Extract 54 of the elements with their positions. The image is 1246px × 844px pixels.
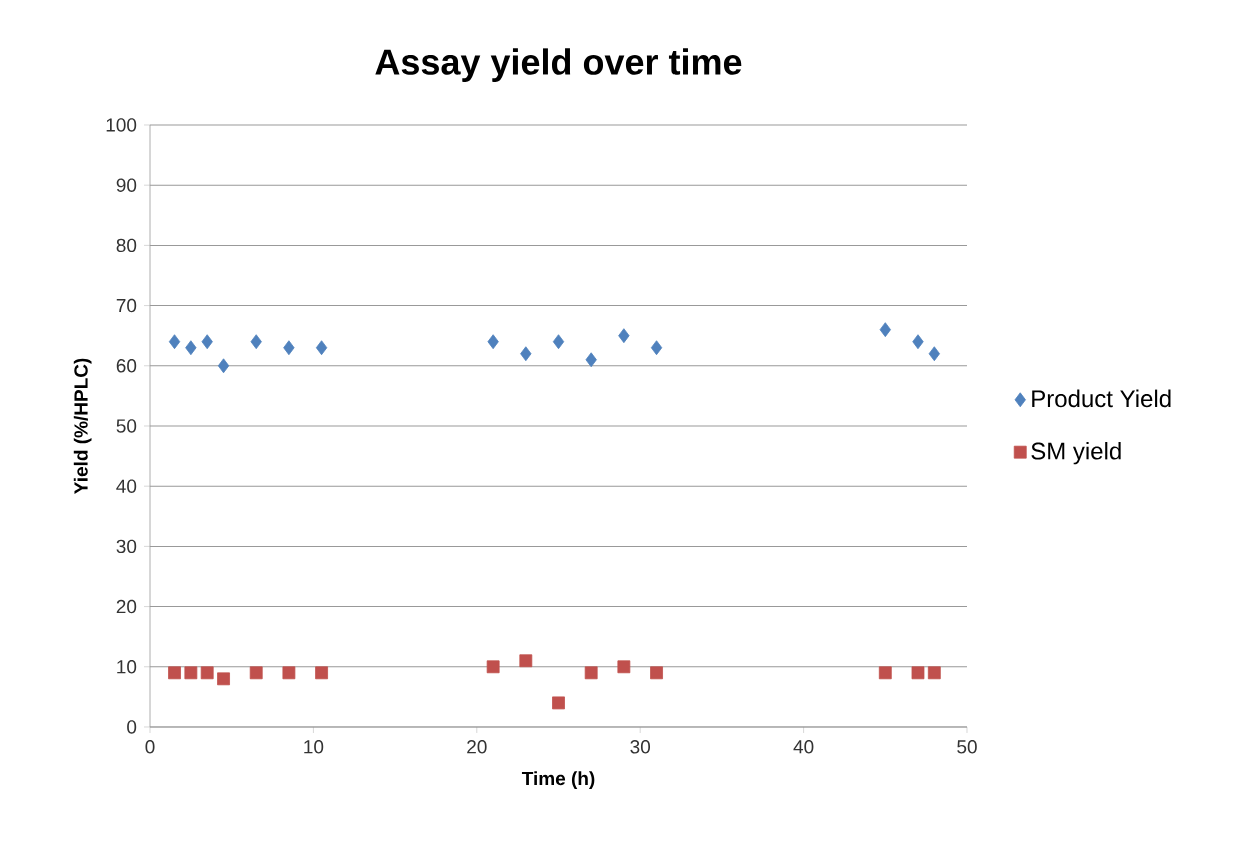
point xyxy=(650,666,663,680)
x-tick-label: 30 xyxy=(630,740,651,754)
y-tick-label: 50 xyxy=(116,419,137,433)
point xyxy=(200,666,214,680)
x-axis-title: Time (h) xyxy=(521,771,595,789)
point xyxy=(282,666,296,680)
x-tick-label: 50 xyxy=(957,740,977,754)
point xyxy=(315,340,328,356)
point xyxy=(928,346,940,362)
y-tick-label: 70 xyxy=(116,298,137,313)
legend-label: Product Yield xyxy=(1032,389,1171,408)
y-tick-label: 40 xyxy=(116,479,137,493)
x-tick-label: 0 xyxy=(145,740,155,754)
point xyxy=(585,352,597,368)
y-tick-label: 90 xyxy=(116,178,137,192)
x-tick-label: 10 xyxy=(304,740,324,754)
point xyxy=(520,346,532,362)
point xyxy=(912,334,924,350)
point xyxy=(217,672,230,686)
point xyxy=(185,340,197,356)
y-tick-label: 0 xyxy=(127,720,137,734)
point xyxy=(927,666,941,680)
x-tick-label: 20 xyxy=(467,740,487,754)
point xyxy=(487,334,499,350)
point xyxy=(184,666,198,680)
legend-label: SM yield xyxy=(1031,442,1121,465)
y-axis-title: Yield (%/HPLC) xyxy=(73,358,92,494)
point xyxy=(283,340,295,356)
point xyxy=(519,654,533,668)
point xyxy=(201,334,213,350)
point xyxy=(584,666,598,680)
chart-title: Assay yield over time xyxy=(375,48,742,82)
point xyxy=(878,666,892,680)
point xyxy=(168,334,181,350)
y-tick-label: 30 xyxy=(116,539,137,554)
point xyxy=(552,696,565,710)
y-tick-label: 60 xyxy=(116,359,137,373)
y-tick-label: 10 xyxy=(117,660,137,674)
point xyxy=(168,666,181,680)
y-tick-label: 20 xyxy=(116,599,137,614)
point xyxy=(486,660,500,674)
point xyxy=(618,328,630,344)
point xyxy=(217,358,230,374)
point xyxy=(617,660,631,674)
point xyxy=(911,666,925,680)
point xyxy=(879,322,891,338)
point xyxy=(552,334,565,350)
point xyxy=(315,666,328,680)
point xyxy=(650,340,663,356)
point xyxy=(250,334,262,350)
y-tick-label: 80 xyxy=(116,238,137,253)
x-tick-label: 40 xyxy=(793,740,814,754)
y-tick-label: 100 xyxy=(106,118,137,132)
point xyxy=(249,666,263,680)
